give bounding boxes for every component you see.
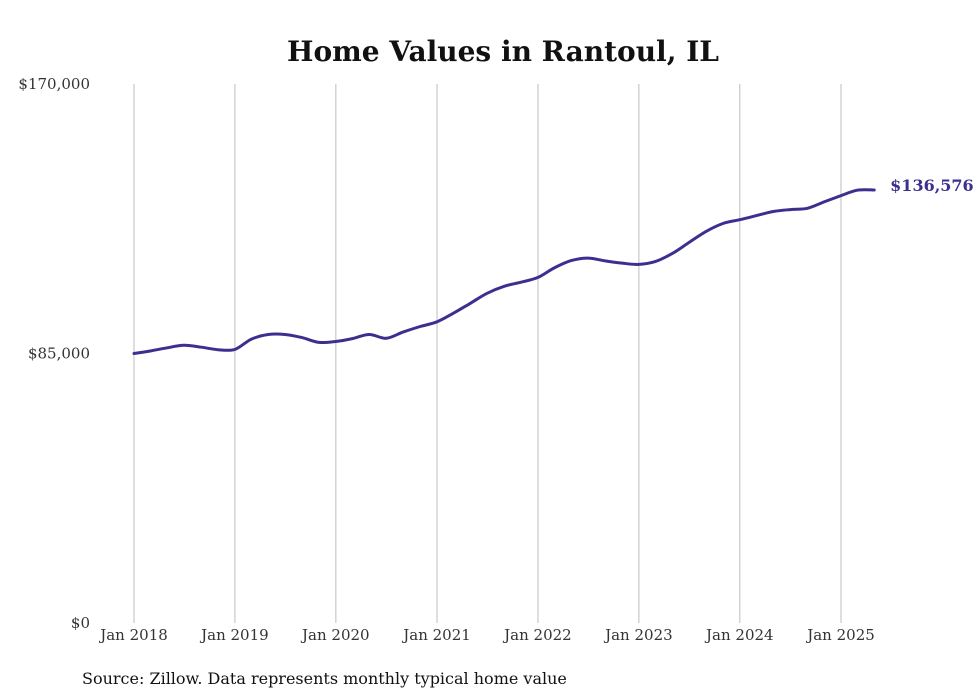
x-tick-label-2020: Jan 2020 bbox=[300, 626, 370, 644]
x-tick-label-2022: Jan 2022 bbox=[502, 626, 572, 644]
series-layer bbox=[132, 188, 876, 355]
y-tick-label-2: $170,000 bbox=[18, 75, 90, 93]
x-axis-ticks: Jan 2018 Jan 2019 Jan 2020 Jan 2021 Jan 2022… bbox=[98, 626, 875, 644]
x-tick-label-2025: Jan 2025 bbox=[805, 626, 875, 644]
end-value-label: $136,576 bbox=[890, 176, 974, 195]
source-note: Source: Zillow. Data represents monthly … bbox=[82, 669, 567, 688]
chart-title: Home Values in Rantoul, IL bbox=[287, 35, 719, 68]
x-tick-label-2019: Jan 2019 bbox=[199, 626, 269, 644]
x-tick-label-2018: Jan 2018 bbox=[98, 626, 168, 644]
x-tick-label-2024: Jan 2024 bbox=[704, 626, 774, 644]
series-line-0 bbox=[132, 188, 876, 355]
x-tick-label-2021: Jan 2021 bbox=[401, 626, 471, 644]
y-axis-ticks: $0 $85,000 $170,000 bbox=[18, 75, 90, 632]
x-tick-label-2023: Jan 2023 bbox=[603, 626, 673, 644]
gridlines bbox=[133, 84, 842, 623]
y-tick-label-0: $0 bbox=[71, 614, 90, 632]
y-tick-label-1: $85,000 bbox=[28, 345, 90, 363]
